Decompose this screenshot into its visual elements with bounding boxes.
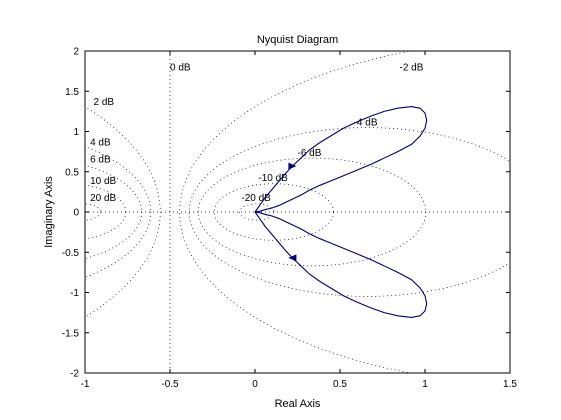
m-circle-labels: 0 dB -2 dB 2 dB -4 dB 4 dB -6 dB 6 dB -10 dB 10 … bbox=[90, 63, 424, 204]
y-axis-label: Imaginary Axis bbox=[43, 176, 55, 248]
m-circle-label: 20 dB bbox=[90, 193, 116, 204]
m-circle-label: 4 dB bbox=[90, 137, 111, 148]
m-circle-label: -10 dB bbox=[258, 173, 288, 184]
axis-ticks: -1 -0.5 0 0.5 1 1.5 -2 -1.5 -1 -0.5 0 0.5 1 1.5 2 bbox=[62, 47, 518, 391]
m-circle bbox=[85, 106, 161, 318]
nyquist-curve-upper bbox=[254, 105, 428, 213]
y-tick-label: -1.5 bbox=[62, 328, 80, 339]
x-tick-label: -0.5 bbox=[161, 379, 179, 390]
m-circle bbox=[188, 127, 510, 297]
m-circle-label: 6 dB bbox=[90, 154, 111, 165]
y-tick-label: -2 bbox=[70, 369, 79, 380]
direction-arrow-upper bbox=[288, 162, 297, 170]
m-circle bbox=[85, 203, 101, 221]
x-tick-label: 0.5 bbox=[333, 379, 347, 390]
m-circle bbox=[85, 146, 152, 278]
m-circle-label: -4 dB bbox=[354, 117, 378, 128]
chart-title: Nyquist Diagram bbox=[257, 34, 338, 46]
y-tick-label: 1.5 bbox=[65, 87, 79, 98]
m-circle-label: 2 dB bbox=[94, 97, 115, 108]
x-tick-label: -1 bbox=[81, 379, 90, 390]
y-tick-label: 0 bbox=[73, 208, 79, 219]
direction-arrow-lower bbox=[288, 254, 297, 262]
x-tick-label: 1 bbox=[422, 379, 428, 390]
y-tick-label: -1 bbox=[70, 288, 79, 299]
y-tick-label: -0.5 bbox=[62, 248, 80, 259]
m-circle-label: 10 dB bbox=[90, 176, 116, 187]
m-circle-label: 0 dB bbox=[170, 63, 191, 74]
y-tick-label: 0.5 bbox=[65, 167, 79, 178]
m-circle-label: -2 dB bbox=[400, 63, 424, 74]
y-tick-label: 1 bbox=[73, 127, 79, 138]
x-axis-label: Real Axis bbox=[275, 398, 321, 410]
m-circle-label: -6 dB bbox=[298, 148, 322, 159]
m-circle-label: -20 dB bbox=[241, 193, 271, 204]
m-circle-grid bbox=[85, 51, 510, 373]
x-tick-label: 1.5 bbox=[503, 379, 517, 390]
x-tick-label: 0 bbox=[252, 379, 258, 390]
nyquist-curve-layer bbox=[254, 105, 428, 319]
y-tick-label: 2 bbox=[73, 47, 79, 58]
